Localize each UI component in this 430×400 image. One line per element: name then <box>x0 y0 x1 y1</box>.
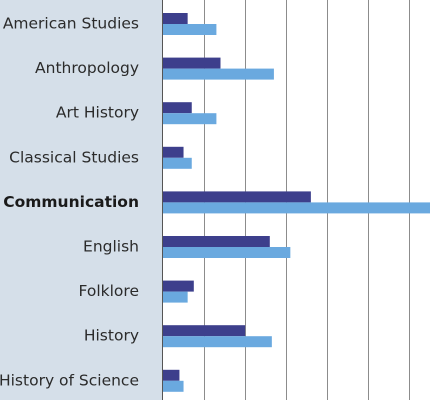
bar-series-2 <box>163 113 217 125</box>
bar-series-1 <box>163 236 270 247</box>
category-label: Anthropology <box>35 59 139 77</box>
category-label: English <box>83 238 139 256</box>
bar-series-1 <box>163 13 188 24</box>
bar-series-1 <box>163 57 221 69</box>
bar-series-2 <box>163 247 291 258</box>
bar-series-1 <box>163 280 194 292</box>
category-label: Folklore <box>79 282 140 300</box>
bar-series-2 <box>163 380 184 392</box>
category-label: History of Science <box>0 371 139 389</box>
category-label: American Studies <box>3 15 139 33</box>
category-label: History <box>84 327 139 345</box>
category-labels: American Studies Anthropology Art History C… <box>0 15 139 390</box>
category-label-panel <box>0 0 162 400</box>
bar-series-1 <box>163 369 180 381</box>
bar-series-2 <box>163 291 188 303</box>
category-label: Communication <box>3 193 139 211</box>
bars <box>163 13 430 392</box>
bar-series-2 <box>163 24 217 35</box>
bar-series-1 <box>163 146 184 158</box>
bar-series-2 <box>163 202 430 214</box>
bar-series-1 <box>163 191 311 203</box>
bar-series-2 <box>163 68 274 80</box>
bar-series-2 <box>163 157 192 169</box>
bar-series-2 <box>163 336 272 348</box>
bar-series-1 <box>163 325 246 337</box>
category-label: Classical Studies <box>9 148 139 166</box>
category-label: Art History <box>56 104 139 122</box>
bar-series-1 <box>163 102 192 114</box>
